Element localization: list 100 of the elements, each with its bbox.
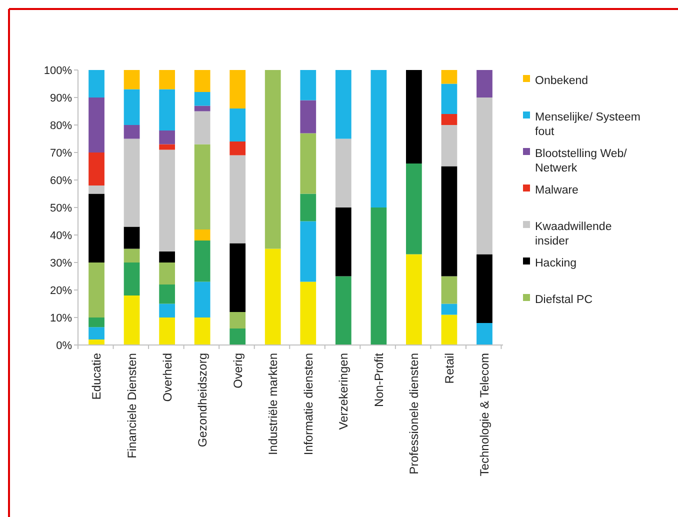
- bar: [194, 230, 210, 240]
- x-tick-label: Overig: [230, 353, 245, 388]
- bar: [476, 70, 492, 98]
- bar: [194, 111, 210, 144]
- bar: [335, 70, 352, 139]
- bar: [124, 89, 140, 125]
- legend-label: Malware: [535, 184, 578, 197]
- bar: [124, 70, 140, 90]
- y-tick-label: 10%: [50, 312, 72, 324]
- bar: [159, 89, 175, 130]
- legend-label: Blootstelling Web/ Netwerk: [535, 148, 628, 174]
- bar: [441, 314, 458, 345]
- bar: [406, 164, 422, 254]
- bar: [300, 133, 316, 194]
- bar: [159, 252, 175, 262]
- bar: [124, 138, 140, 227]
- bar: [441, 125, 458, 166]
- bar: [159, 284, 175, 304]
- bar: [194, 106, 210, 112]
- bar: [159, 144, 175, 150]
- y-tick-label: 80%: [50, 120, 72, 132]
- bar: [230, 70, 246, 108]
- x-tick-label: Technologie & Telecom: [478, 352, 492, 476]
- bar: [230, 142, 246, 156]
- bar: [194, 70, 210, 92]
- x-tick-label: Financiele Diensten: [124, 353, 139, 458]
- x-tick-label: Informatie diensten: [301, 353, 316, 456]
- bar: [230, 243, 246, 312]
- x-tick-label: Industriële markten: [266, 353, 280, 456]
- bar: [230, 312, 246, 328]
- bar: [441, 304, 458, 315]
- bar: [124, 262, 140, 296]
- bar: [230, 328, 246, 345]
- bar: [159, 70, 175, 90]
- bar: [88, 98, 104, 152]
- bar: [88, 327, 104, 340]
- bar: [159, 130, 175, 144]
- bar: [159, 304, 175, 318]
- legend-label: Diefstal PC: [535, 294, 593, 306]
- y-tick-label: 0%: [56, 340, 72, 352]
- bar: [264, 248, 281, 345]
- bar: [194, 318, 210, 345]
- bar: [406, 254, 422, 345]
- bar: [476, 254, 492, 323]
- bar: [194, 144, 210, 230]
- y-tick-label: 40%: [50, 230, 72, 242]
- y-tick-label: 90%: [50, 92, 72, 104]
- bar: [370, 70, 387, 208]
- legend-label: Onbekend: [535, 75, 588, 88]
- bar: [441, 114, 458, 125]
- y-tick-label: 20%: [50, 284, 72, 297]
- bar: [230, 108, 246, 142]
- bar: [335, 208, 352, 276]
- bar: [159, 262, 175, 284]
- bar: [124, 296, 140, 345]
- y-tick-label: 50%: [50, 202, 72, 214]
- legend-label: Menselijke/ Systeem fout: [535, 112, 640, 138]
- bar: [88, 262, 104, 318]
- bar: [300, 100, 316, 134]
- bar: [370, 208, 387, 345]
- bar: [88, 318, 104, 328]
- x-tick-label: Educatie: [90, 352, 104, 400]
- bar: [300, 282, 316, 345]
- x-tick-label: Professionele diensten: [407, 353, 422, 474]
- x-tick-label: Retail: [442, 353, 456, 384]
- x-tick-label: Gezondheidszorg: [196, 353, 210, 448]
- bar: [300, 194, 316, 222]
- legend-label: Kwaadwillende insider: [535, 221, 612, 248]
- bar: [88, 186, 104, 194]
- bar: [335, 138, 352, 208]
- bar: [194, 92, 210, 106]
- bar: [88, 70, 104, 98]
- bar: [124, 125, 140, 139]
- bar: [159, 150, 175, 252]
- bar: [194, 282, 210, 318]
- bar: [476, 98, 492, 254]
- x-tick-label: Overheid: [160, 353, 174, 402]
- legend-label: Hacking: [535, 258, 577, 270]
- x-tick-label: Non-Profit: [372, 352, 386, 408]
- bar: [441, 84, 458, 114]
- bar: [88, 152, 104, 186]
- bar: [406, 70, 422, 164]
- y-tick-label: 70%: [50, 147, 72, 160]
- bar: [300, 221, 316, 282]
- bar: [88, 194, 104, 262]
- bar: [476, 323, 492, 345]
- y-tick-label: 30%: [50, 257, 72, 270]
- bar: [264, 70, 281, 249]
- bar: [88, 340, 104, 345]
- bar: [194, 240, 210, 282]
- bar: [300, 70, 316, 100]
- bar: [441, 70, 458, 84]
- bar: [159, 318, 175, 345]
- y-tick-label: 60%: [50, 174, 72, 187]
- x-tick-label: Verzekeringen: [336, 353, 351, 430]
- bar: [335, 276, 352, 345]
- y-tick-label: 100%: [44, 64, 72, 77]
- bar: [441, 276, 458, 304]
- bar: [124, 248, 140, 262]
- bar: [441, 166, 458, 276]
